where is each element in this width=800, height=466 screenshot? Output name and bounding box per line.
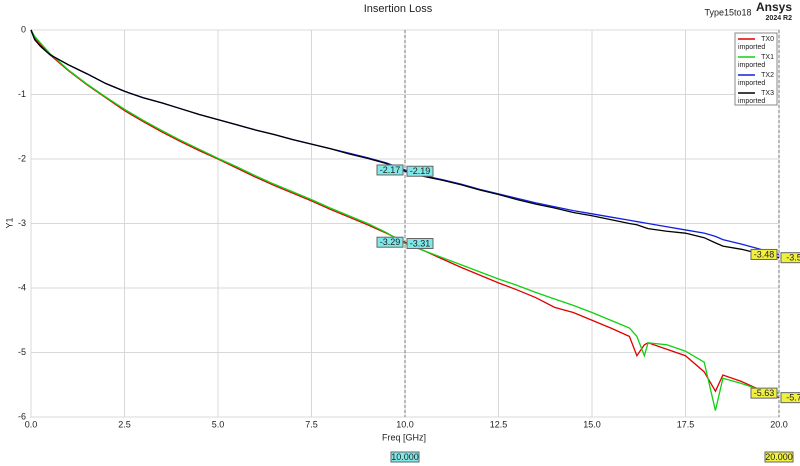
marker-label: -5.63 xyxy=(754,388,775,398)
marker-box xyxy=(376,236,404,248)
y-tick-label: -4 xyxy=(18,282,26,292)
x-tick-label: 5.0 xyxy=(212,419,225,429)
version: 2024 R2 xyxy=(766,15,793,22)
legend-label: TX0 xyxy=(761,36,774,43)
x-marker-box xyxy=(764,451,794,463)
x-tick-label: 7.5 xyxy=(305,419,318,429)
legend-source: imported xyxy=(738,62,765,69)
chart-subtitle: Type15to18 xyxy=(704,7,751,17)
legend-source: imported xyxy=(738,80,765,87)
y-tick-label: -3 xyxy=(18,218,26,228)
y-tick-label: 0 xyxy=(21,24,26,34)
x-tick-label: 10.0 xyxy=(396,419,414,429)
marker-box xyxy=(780,392,800,404)
marker-box xyxy=(406,237,434,249)
x-tick-label: 17.5 xyxy=(677,419,695,429)
x-tick-label: 15.0 xyxy=(583,419,601,429)
marker-label: -3.29 xyxy=(380,237,401,247)
chart-title: Insertion Loss xyxy=(364,3,433,15)
x-marker-box xyxy=(390,451,420,463)
marker-box xyxy=(376,164,404,176)
y-tick-label: -1 xyxy=(18,89,26,99)
marker-label: -2.19 xyxy=(410,166,431,176)
marker-label: -3.31 xyxy=(410,238,431,248)
y-axis-label: Y1 xyxy=(4,217,14,228)
x-tick-label: 12.5 xyxy=(490,419,508,429)
marker-label: -3.48 xyxy=(754,249,775,259)
legend-source: imported xyxy=(738,98,765,105)
legend-label: TX2 xyxy=(761,72,774,79)
x-tick-label: 20.0 xyxy=(770,419,788,429)
marker-box xyxy=(750,387,778,399)
marker-box xyxy=(406,165,434,177)
y-tick-label: -5 xyxy=(18,347,26,357)
y-tick-label: -2 xyxy=(18,153,26,163)
marker-label: -3.5 xyxy=(786,253,800,263)
x-marker-label: 20.000 xyxy=(765,452,793,462)
x-marker-label: 10.000 xyxy=(391,452,419,462)
legend-source: imported xyxy=(738,44,765,51)
brand: Ansys xyxy=(756,0,792,14)
x-axis-label: Freq [GHz] xyxy=(382,432,426,442)
x-tick-label: 0.0 xyxy=(25,419,38,429)
marker-box xyxy=(780,252,800,264)
marker-label: -2.17 xyxy=(380,165,401,175)
marker-box xyxy=(750,248,778,260)
marker-label: -5.7 xyxy=(786,393,800,403)
legend-label: TX3 xyxy=(761,90,774,97)
x-tick-label: 2.5 xyxy=(118,419,131,429)
legend-label: TX1 xyxy=(761,54,774,61)
y-tick-label: -6 xyxy=(18,411,26,421)
